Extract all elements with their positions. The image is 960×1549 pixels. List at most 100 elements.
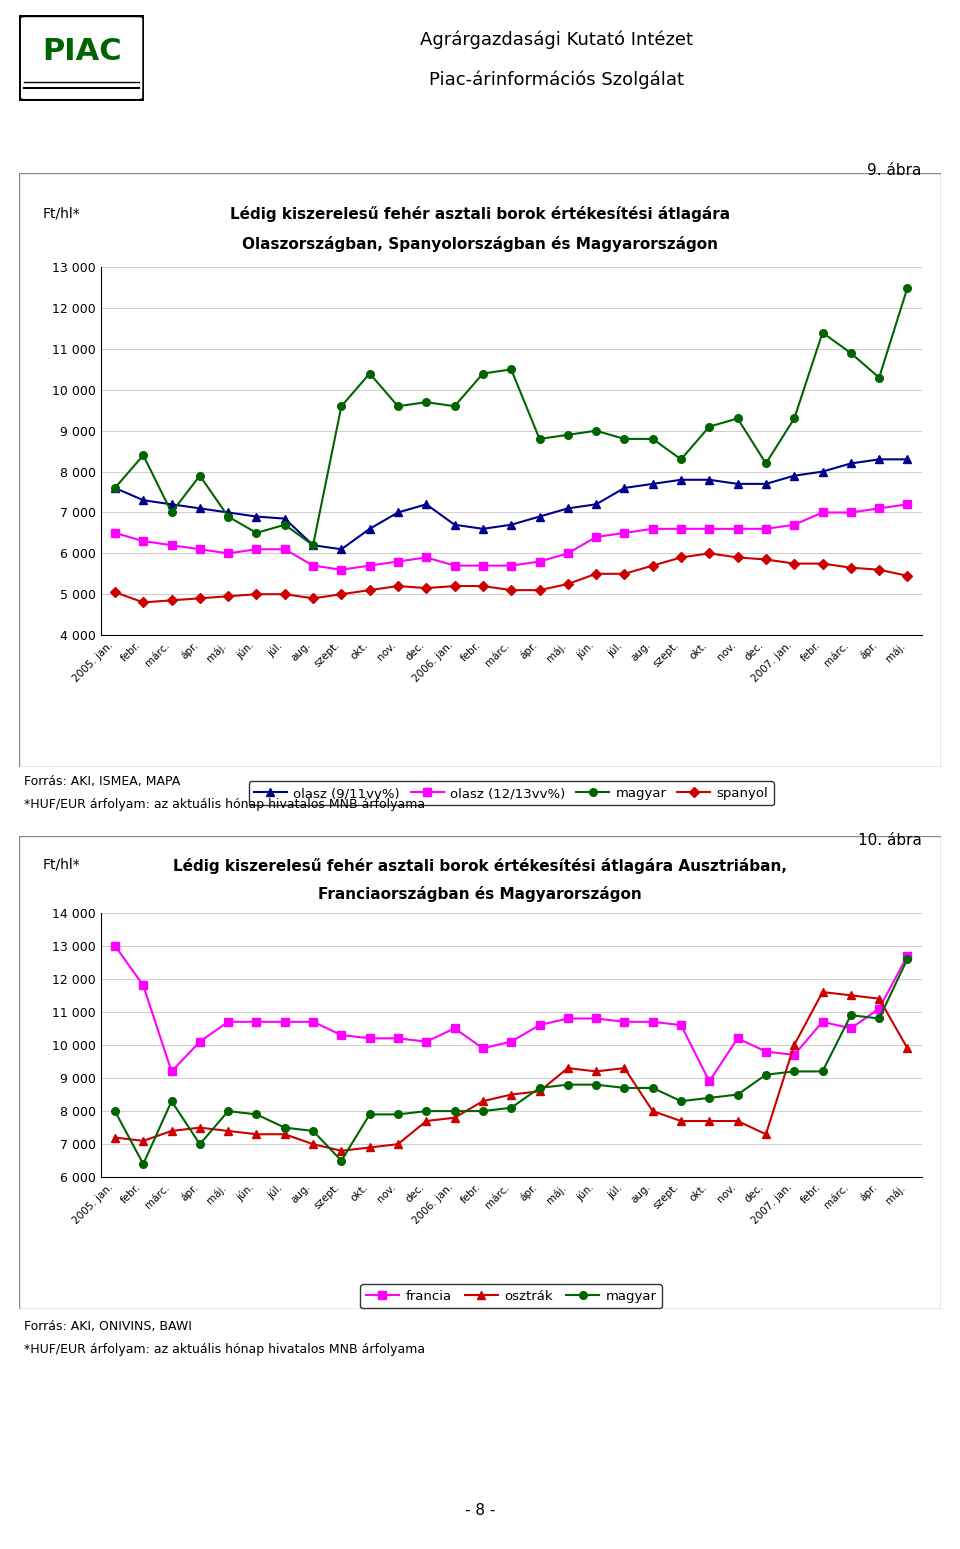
francia	[760, 1042, 772, 1061]
Line: magyar: magyar	[111, 956, 911, 1168]
olasz (12/13vv%)	[647, 519, 659, 538]
Text: Ft/hl*: Ft/hl*	[42, 206, 80, 220]
spanyol	[874, 561, 885, 579]
olasz (9/11vv%)	[449, 516, 461, 534]
Text: Forrás: AKI, ONIVINS, BAWI: Forrás: AKI, ONIVINS, BAWI	[24, 1320, 192, 1332]
Text: Agrárgazdasági Kutató Intézet: Agrárgazdasági Kutató Intézet	[420, 29, 693, 48]
francia	[251, 1013, 262, 1032]
osztrák	[647, 1101, 659, 1120]
Text: *HUF/EUR árfolyam: az aktuális hónap hivatalos MNB árfolyama: *HUF/EUR árfolyam: az aktuális hónap hiv…	[24, 798, 425, 810]
francia	[420, 1032, 432, 1050]
osztrák	[137, 1132, 149, 1151]
magyar	[449, 397, 461, 415]
spanyol	[364, 581, 375, 599]
magyar	[166, 1092, 178, 1111]
francia	[874, 999, 885, 1018]
olasz (9/11vv%)	[336, 541, 348, 559]
osztrák	[251, 1125, 262, 1143]
Text: *HUF/EUR árfolyam: az aktuális hónap hivatalos MNB árfolyama: *HUF/EUR árfolyam: az aktuális hónap hiv…	[24, 1343, 425, 1355]
magyar	[675, 451, 686, 469]
magyar	[223, 1101, 234, 1120]
olasz (12/13vv%)	[618, 524, 630, 542]
osztrák	[590, 1063, 602, 1081]
olasz (12/13vv%)	[590, 528, 602, 547]
olasz (9/11vv%)	[647, 474, 659, 493]
olasz (9/11vv%)	[901, 451, 913, 469]
magyar	[647, 1078, 659, 1097]
olasz (9/11vv%)	[251, 507, 262, 525]
olasz (12/13vv%)	[845, 503, 856, 522]
Line: olasz (12/13vv%): olasz (12/13vv%)	[111, 500, 911, 573]
Legend: francia, osztrák, magyar: francia, osztrák, magyar	[360, 1284, 662, 1309]
magyar	[194, 466, 205, 485]
olasz (9/11vv%)	[562, 499, 573, 517]
spanyol	[901, 567, 913, 586]
olasz (12/13vv%)	[477, 556, 489, 575]
osztrák	[109, 1128, 121, 1146]
francia	[477, 1039, 489, 1058]
magyar	[393, 1104, 404, 1123]
Line: francia: francia	[111, 942, 911, 1086]
osztrák	[901, 1039, 913, 1058]
magyar	[732, 409, 743, 428]
olasz (9/11vv%)	[732, 474, 743, 493]
francia	[166, 1063, 178, 1081]
francia	[647, 1013, 659, 1032]
osztrák	[845, 987, 856, 1005]
spanyol	[618, 564, 630, 582]
spanyol	[704, 544, 715, 562]
magyar	[364, 364, 375, 383]
francia	[137, 976, 149, 994]
spanyol	[223, 587, 234, 606]
francia	[393, 1029, 404, 1047]
spanyol	[647, 556, 659, 575]
osztrák	[393, 1135, 404, 1154]
olasz (9/11vv%)	[874, 451, 885, 469]
olasz (9/11vv%)	[364, 519, 375, 538]
osztrák	[788, 1036, 800, 1055]
olasz (12/13vv%)	[449, 556, 461, 575]
olasz (12/13vv%)	[675, 519, 686, 538]
olasz (12/13vv%)	[166, 536, 178, 555]
Line: spanyol: spanyol	[111, 550, 911, 606]
magyar	[534, 429, 545, 448]
olasz (9/11vv%)	[223, 503, 234, 522]
osztrák	[562, 1060, 573, 1078]
magyar	[364, 1104, 375, 1123]
olasz (9/11vv%)	[817, 462, 828, 480]
magyar	[534, 1078, 545, 1097]
magyar	[307, 1121, 319, 1140]
magyar	[788, 1063, 800, 1081]
magyar	[675, 1092, 686, 1111]
olasz (12/13vv%)	[760, 519, 772, 538]
magyar	[307, 536, 319, 555]
spanyol	[817, 555, 828, 573]
osztrák	[420, 1112, 432, 1131]
magyar	[336, 1151, 348, 1169]
olasz (9/11vv%)	[279, 510, 291, 528]
francia	[223, 1013, 234, 1032]
francia	[788, 1046, 800, 1064]
olasz (9/11vv%)	[534, 507, 545, 525]
osztrák	[223, 1121, 234, 1140]
olasz (12/13vv%)	[307, 556, 319, 575]
magyar	[279, 516, 291, 534]
Text: Ft/hl*: Ft/hl*	[42, 858, 80, 872]
magyar	[901, 279, 913, 297]
magyar	[505, 361, 516, 380]
olasz (12/13vv%)	[732, 519, 743, 538]
olasz (9/11vv%)	[137, 491, 149, 510]
olasz (12/13vv%)	[817, 503, 828, 522]
spanyol	[194, 589, 205, 607]
olasz (12/13vv%)	[109, 524, 121, 542]
osztrák	[732, 1112, 743, 1131]
spanyol	[845, 558, 856, 576]
osztrák	[194, 1118, 205, 1137]
osztrák	[336, 1142, 348, 1160]
magyar	[788, 409, 800, 428]
osztrák	[874, 990, 885, 1008]
francia	[618, 1013, 630, 1032]
olasz (9/11vv%)	[760, 474, 772, 493]
magyar	[817, 324, 828, 342]
Text: Olaszországban, Spanyolországban és Magyarországon: Olaszországban, Spanyolországban és Magy…	[242, 235, 718, 252]
